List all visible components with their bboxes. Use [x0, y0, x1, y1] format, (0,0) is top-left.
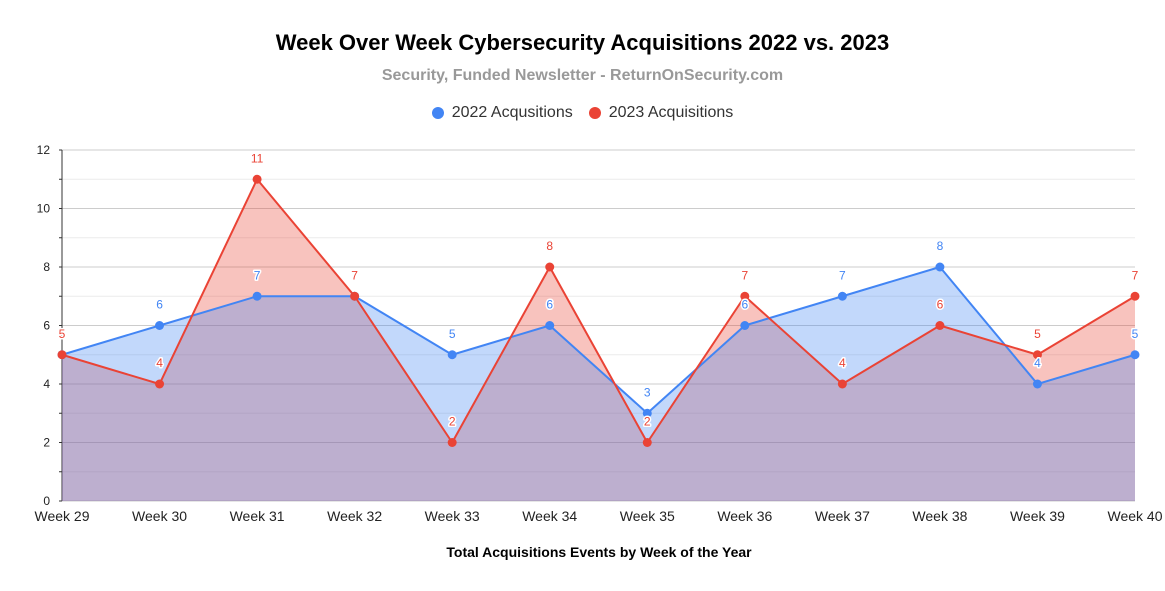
data-point	[642, 408, 652, 418]
y-tick-label: 2	[43, 436, 50, 450]
data-point	[740, 291, 750, 301]
data-label: 8	[546, 239, 553, 253]
data-label: 7	[741, 268, 748, 282]
x-tick-label: Week 37	[815, 508, 870, 524]
series-points	[57, 174, 1140, 447]
data-point	[935, 262, 945, 272]
y-tick-label: 8	[43, 260, 50, 274]
data-label: 6	[546, 298, 553, 312]
data-point	[642, 438, 652, 447]
chart-legend: 2022 Acqusitions 2023 Acquisitions	[0, 104, 1165, 122]
data-label: 4	[839, 356, 846, 370]
x-tick-label: Week 38	[912, 508, 967, 524]
y-tick-label: 12	[37, 143, 51, 157]
series-areas	[62, 179, 1135, 501]
data-label: 4	[1034, 356, 1041, 370]
legend-swatch-2023	[588, 107, 601, 119]
data-point	[837, 379, 847, 389]
x-tick-label: Week 36	[717, 508, 772, 524]
data-point	[935, 321, 945, 330]
data-label: 2	[449, 415, 456, 429]
data-point	[1130, 350, 1140, 360]
x-tick-label: Week 35	[620, 508, 675, 524]
x-tick-label: Week 33	[425, 508, 480, 524]
data-label: 5	[1034, 327, 1041, 341]
data-point	[740, 321, 750, 330]
data-point	[447, 438, 457, 447]
data-point	[1032, 350, 1042, 360]
y-tick-label: 4	[43, 377, 50, 391]
series-line-1	[61, 178, 1136, 444]
data-label: 7	[1132, 268, 1139, 282]
data-label: 6	[937, 298, 944, 312]
legend-item-2023[interactable]: 2023 Acquisitions	[588, 104, 734, 122]
chart-title: Week Over Week Cybersecurity Acquisition…	[275, 30, 890, 55]
y-axis: 0 2 4 6 8 10 12	[37, 143, 63, 508]
legend-swatch-2022	[431, 107, 444, 119]
data-label: 7	[839, 268, 846, 282]
data-label: 5	[59, 327, 66, 341]
data-point	[252, 291, 262, 301]
data-label: 2	[644, 415, 651, 429]
data-label: 7	[351, 268, 358, 282]
gridlines	[62, 149, 1135, 502]
data-label: 6	[741, 298, 748, 312]
x-tick-label: Week 32	[327, 508, 382, 524]
data-point	[545, 321, 555, 330]
legend-item-2022[interactable]: 2022 Acqusitions	[431, 104, 573, 122]
legend-label-2023: 2023 Acquisitions	[608, 104, 734, 121]
data-point	[1130, 291, 1140, 301]
y-tick-label: 6	[43, 319, 50, 333]
series-line-0	[61, 266, 1136, 415]
data-label: 7	[254, 268, 261, 282]
x-tick-label: Week 40	[1108, 508, 1163, 524]
x-tick-label: Week 29	[35, 508, 90, 524]
y-tick-label: 10	[37, 202, 51, 216]
x-axis-title: Total Acquisitions Events by Week of the…	[446, 544, 752, 560]
data-point	[155, 321, 165, 330]
y-tick-label: 0	[43, 494, 50, 508]
data-point	[350, 291, 360, 301]
data-point	[252, 174, 262, 184]
data-point	[447, 350, 457, 360]
x-tick-label: Week 39	[1010, 508, 1065, 524]
data-label: 5	[59, 327, 66, 341]
data-point	[57, 350, 67, 360]
data-label: 5	[449, 327, 456, 341]
data-point	[155, 379, 165, 389]
data-point	[1032, 379, 1042, 389]
legend-label-2022: 2022 Acqusitions	[451, 104, 573, 121]
x-axis: Week 29 Week 30 Week 31 Week 32 Week 33 Week …	[35, 508, 1163, 524]
x-tick-label: Week 31	[230, 508, 285, 524]
data-label: 7	[351, 268, 358, 282]
data-point	[837, 291, 847, 301]
data-label: 3	[644, 385, 651, 399]
data-label: 8	[937, 239, 944, 253]
chart-subtitle: Security, Funded Newsletter - ReturnOnSe…	[381, 67, 784, 84]
x-tick-label: Week 30	[132, 508, 187, 524]
series-lines	[61, 178, 1136, 444]
data-point	[545, 262, 555, 272]
x-tick-label: Week 34	[522, 508, 577, 524]
data-label: 6	[156, 298, 163, 312]
data-label: 11	[251, 151, 264, 165]
series-area-0	[62, 267, 1135, 501]
series-area-1	[62, 179, 1135, 501]
data-label: 4	[156, 356, 163, 370]
data-label: 5	[1132, 327, 1139, 341]
